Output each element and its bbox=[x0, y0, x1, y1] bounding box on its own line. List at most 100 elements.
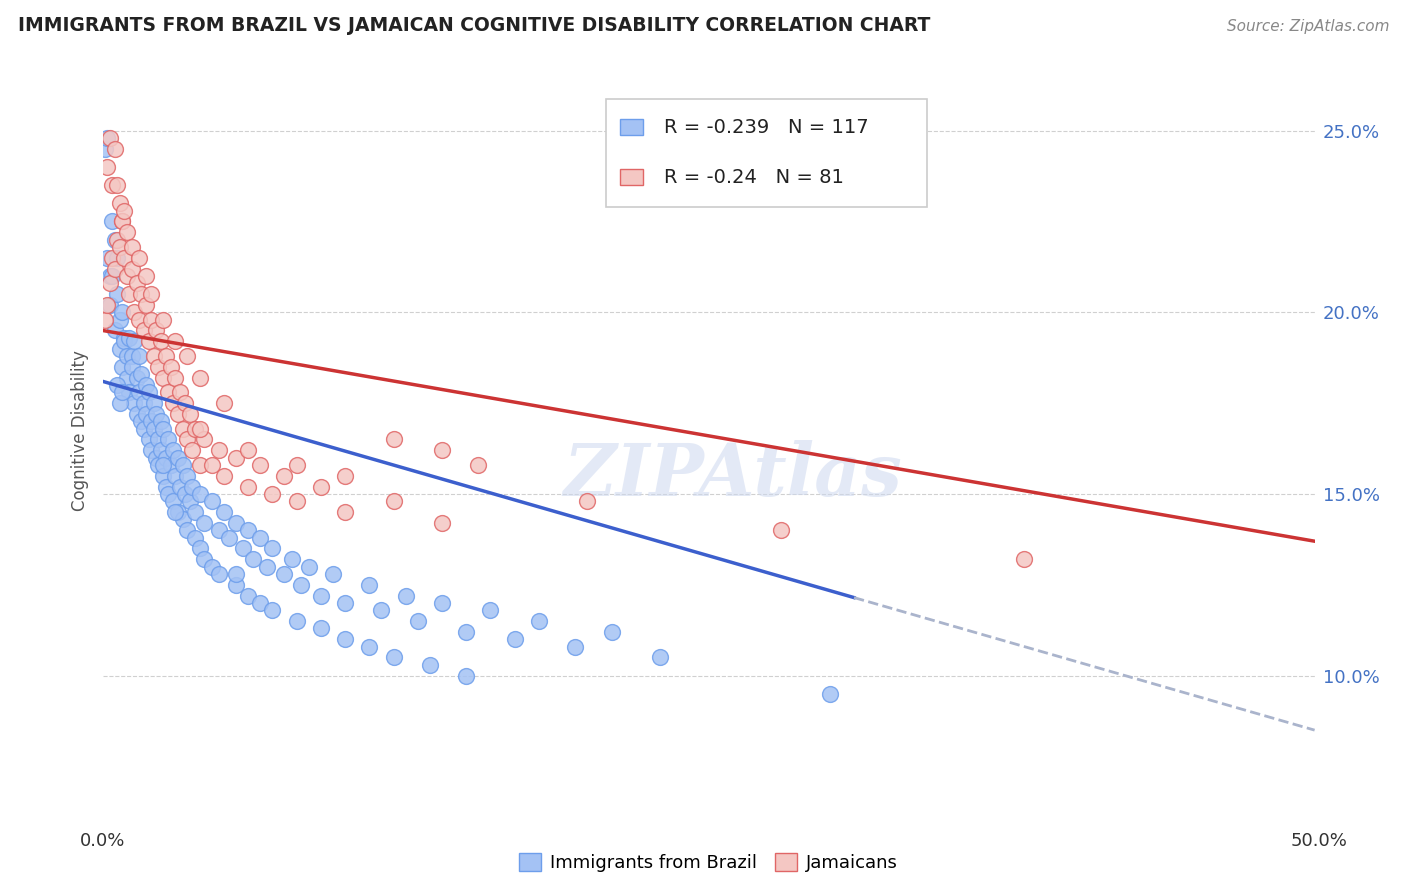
Point bbox=[111, 305, 134, 319]
Point bbox=[105, 378, 128, 392]
Point bbox=[176, 349, 198, 363]
Point bbox=[96, 131, 118, 145]
Point bbox=[111, 214, 134, 228]
Point bbox=[232, 541, 254, 556]
Point bbox=[193, 433, 215, 447]
Point bbox=[359, 578, 381, 592]
Point bbox=[212, 396, 235, 410]
Point bbox=[165, 468, 187, 483]
Point bbox=[142, 396, 165, 410]
Point bbox=[430, 596, 453, 610]
Point bbox=[370, 603, 392, 617]
Point bbox=[111, 214, 134, 228]
Point bbox=[121, 240, 143, 254]
Point bbox=[1012, 552, 1035, 566]
Point bbox=[212, 468, 235, 483]
Point bbox=[122, 396, 145, 410]
Text: R = -0.239   N = 117: R = -0.239 N = 117 bbox=[664, 118, 869, 136]
Point bbox=[104, 323, 127, 337]
Point bbox=[249, 596, 271, 610]
Point bbox=[172, 421, 194, 435]
Point bbox=[132, 323, 155, 337]
Point bbox=[108, 342, 131, 356]
Point bbox=[236, 589, 259, 603]
Point bbox=[322, 566, 344, 581]
FancyBboxPatch shape bbox=[620, 169, 643, 186]
Point bbox=[115, 226, 138, 240]
Point bbox=[188, 421, 211, 435]
Point bbox=[382, 494, 405, 508]
Point bbox=[430, 516, 453, 530]
Point bbox=[157, 385, 180, 400]
Text: Source: ZipAtlas.com: Source: ZipAtlas.com bbox=[1226, 20, 1389, 34]
Point bbox=[131, 367, 153, 381]
Point bbox=[406, 614, 429, 628]
Point bbox=[135, 298, 157, 312]
Point bbox=[419, 657, 441, 672]
Point bbox=[225, 450, 247, 465]
Point bbox=[142, 421, 165, 435]
Point bbox=[152, 458, 174, 472]
Point bbox=[96, 298, 118, 312]
Point bbox=[208, 443, 231, 458]
Point bbox=[285, 494, 308, 508]
Point bbox=[152, 468, 174, 483]
Point bbox=[176, 524, 198, 538]
Point bbox=[280, 552, 302, 566]
Point bbox=[132, 421, 155, 435]
Point bbox=[172, 512, 194, 526]
Point bbox=[273, 566, 295, 581]
Point bbox=[152, 421, 174, 435]
Point bbox=[188, 458, 211, 472]
Point bbox=[208, 566, 231, 581]
Point bbox=[172, 458, 194, 472]
Point bbox=[155, 450, 177, 465]
Point bbox=[149, 414, 172, 428]
Point bbox=[114, 334, 136, 349]
FancyBboxPatch shape bbox=[620, 119, 643, 136]
Point bbox=[193, 552, 215, 566]
Point bbox=[184, 531, 207, 545]
Point bbox=[139, 312, 162, 326]
Point bbox=[166, 450, 188, 465]
Point bbox=[115, 370, 138, 384]
Point bbox=[132, 396, 155, 410]
Point bbox=[166, 407, 188, 421]
Point bbox=[650, 650, 672, 665]
Point bbox=[101, 178, 124, 193]
Point bbox=[181, 443, 204, 458]
Point bbox=[184, 505, 207, 519]
Point bbox=[527, 614, 550, 628]
Point bbox=[111, 385, 134, 400]
Point bbox=[135, 268, 157, 283]
Point bbox=[115, 268, 138, 283]
Point bbox=[104, 261, 127, 276]
Point bbox=[456, 668, 478, 682]
Point bbox=[114, 331, 136, 345]
Point bbox=[285, 458, 308, 472]
Point bbox=[105, 178, 128, 193]
Point bbox=[290, 578, 312, 592]
Point bbox=[104, 142, 127, 156]
Point bbox=[155, 349, 177, 363]
Point bbox=[101, 251, 124, 265]
Y-axis label: Cognitive Disability: Cognitive Disability bbox=[70, 350, 89, 511]
Point bbox=[125, 277, 148, 291]
Point bbox=[309, 589, 332, 603]
Point bbox=[212, 505, 235, 519]
Point bbox=[122, 305, 145, 319]
Point bbox=[249, 458, 271, 472]
Point bbox=[236, 524, 259, 538]
Point bbox=[111, 359, 134, 374]
Point bbox=[179, 494, 201, 508]
Point bbox=[236, 443, 259, 458]
Point bbox=[118, 385, 141, 400]
Text: IMMIGRANTS FROM BRAZIL VS JAMAICAN COGNITIVE DISABILITY CORRELATION CHART: IMMIGRANTS FROM BRAZIL VS JAMAICAN COGNI… bbox=[18, 16, 931, 35]
Point bbox=[94, 142, 117, 156]
Point bbox=[157, 487, 180, 501]
Point bbox=[166, 505, 188, 519]
Point bbox=[118, 287, 141, 301]
Point bbox=[101, 268, 124, 283]
Point bbox=[382, 650, 405, 665]
Point bbox=[169, 480, 191, 494]
